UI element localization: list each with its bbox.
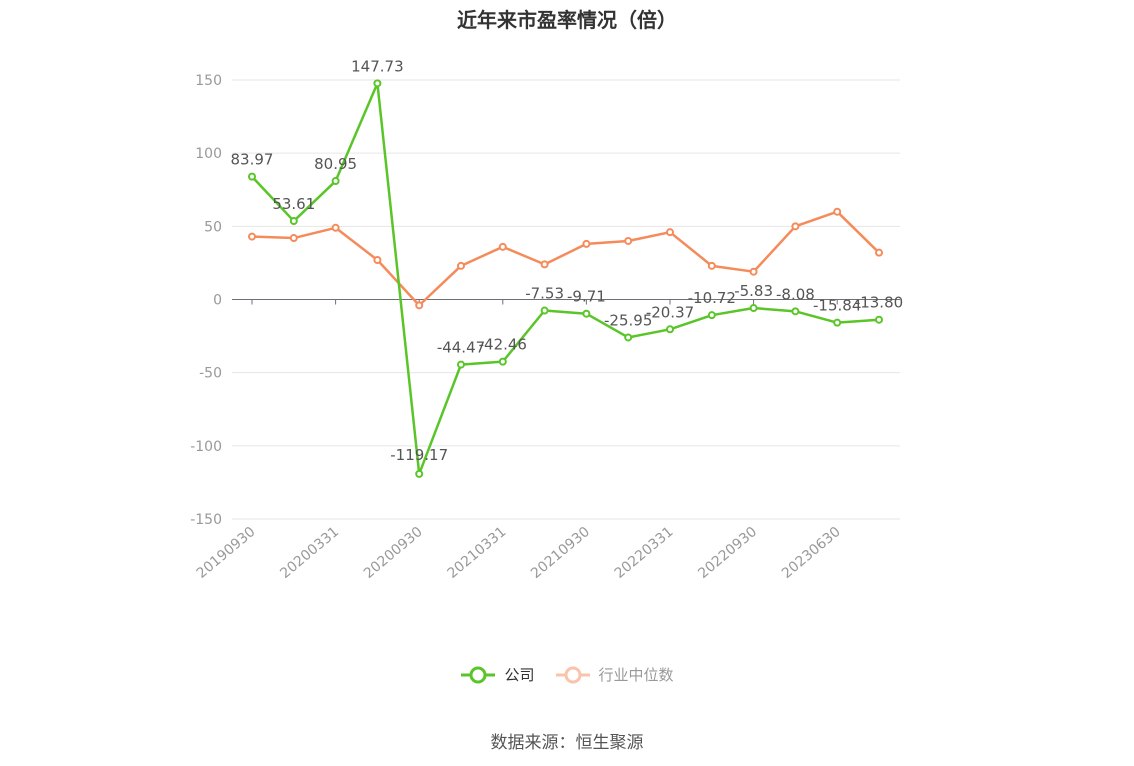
data-label: 53.61 xyxy=(272,195,315,213)
industry-point xyxy=(248,232,256,241)
x-tick-label: 20210930 xyxy=(528,524,593,582)
data-label: -7.53 xyxy=(525,285,564,303)
company-point xyxy=(749,304,758,313)
data-label: -44.47 xyxy=(437,339,485,357)
data-label: -9.71 xyxy=(567,288,606,306)
legend-item-industry-median[interactable]: 行业中位数 xyxy=(555,664,674,685)
industry-point xyxy=(624,236,633,245)
company-point xyxy=(791,307,800,316)
x-tick-label: 20210331 xyxy=(444,524,509,582)
y-tick-label: -50 xyxy=(199,366,222,382)
x-tick-label: 20220331 xyxy=(612,524,677,582)
series-industry-line xyxy=(251,210,880,307)
data-label: -15.84 xyxy=(813,297,861,315)
data-label: -13.80 xyxy=(855,294,903,312)
legend-industry-label: 行业中位数 xyxy=(598,666,674,684)
industry-point xyxy=(457,261,465,270)
data-label: 147.73 xyxy=(351,57,404,75)
data-label: -20.37 xyxy=(646,303,694,321)
x-tick-label: 20200930 xyxy=(361,524,426,582)
industry-point xyxy=(666,228,674,237)
industry-point xyxy=(833,207,842,216)
x-tick-label: 20200331 xyxy=(277,524,342,582)
y-tick-label: -100 xyxy=(190,439,222,455)
legend-company-label: 公司 xyxy=(504,666,535,684)
y-tick-label: 100 xyxy=(195,146,222,162)
chart-legend: 公司 行业中位数 xyxy=(0,664,1134,685)
industry-point xyxy=(707,261,716,270)
legend-item-company[interactable]: 公司 xyxy=(460,664,535,685)
x-tick-label: 20190930 xyxy=(194,524,259,582)
data-label: -42.46 xyxy=(479,336,527,354)
company-point xyxy=(415,469,424,478)
industry-point xyxy=(749,267,758,276)
y-tick-label: -150 xyxy=(190,512,222,528)
y-tick-label: 0 xyxy=(213,293,222,309)
industry-point xyxy=(791,222,800,231)
company-point xyxy=(289,217,298,226)
y-tick-label: 150 xyxy=(195,73,222,89)
industry-point xyxy=(415,301,424,310)
data-label: -25.95 xyxy=(604,311,652,329)
x-tick-label: 20220930 xyxy=(695,524,760,582)
industry-point xyxy=(540,260,549,269)
y-tick-label: 50 xyxy=(204,219,222,235)
industry-point xyxy=(373,255,382,264)
company-point xyxy=(666,325,674,334)
company-point xyxy=(833,318,842,327)
company-point xyxy=(582,309,591,318)
company-point xyxy=(331,177,340,186)
industry-point xyxy=(875,248,883,257)
data-label: -119.17 xyxy=(390,446,448,464)
company-point xyxy=(707,311,716,320)
x-tick-label: 20230630 xyxy=(779,524,844,582)
legend-industry-icon xyxy=(555,666,590,683)
company-point xyxy=(248,172,256,181)
data-label: 83.97 xyxy=(231,151,274,169)
company-point xyxy=(540,306,549,315)
company-point xyxy=(498,357,507,366)
industry-point xyxy=(289,234,298,243)
legend-company-icon xyxy=(461,666,496,683)
company-point xyxy=(875,315,883,324)
company-point xyxy=(457,360,465,369)
company-point xyxy=(373,79,382,88)
data-label: -5.83 xyxy=(734,282,773,300)
company-point xyxy=(624,333,633,342)
data-source: 数据来源：恒生聚源 xyxy=(490,733,644,753)
data-label: -10.72 xyxy=(688,289,736,307)
data-label: -8.08 xyxy=(776,285,815,303)
industry-point xyxy=(582,239,591,248)
chart-title: 近年来市盈率情况（倍） xyxy=(457,8,677,32)
data-label: 80.95 xyxy=(314,155,357,173)
industry-point xyxy=(498,242,507,251)
industry-point xyxy=(331,223,340,232)
series-company-line xyxy=(251,82,880,476)
